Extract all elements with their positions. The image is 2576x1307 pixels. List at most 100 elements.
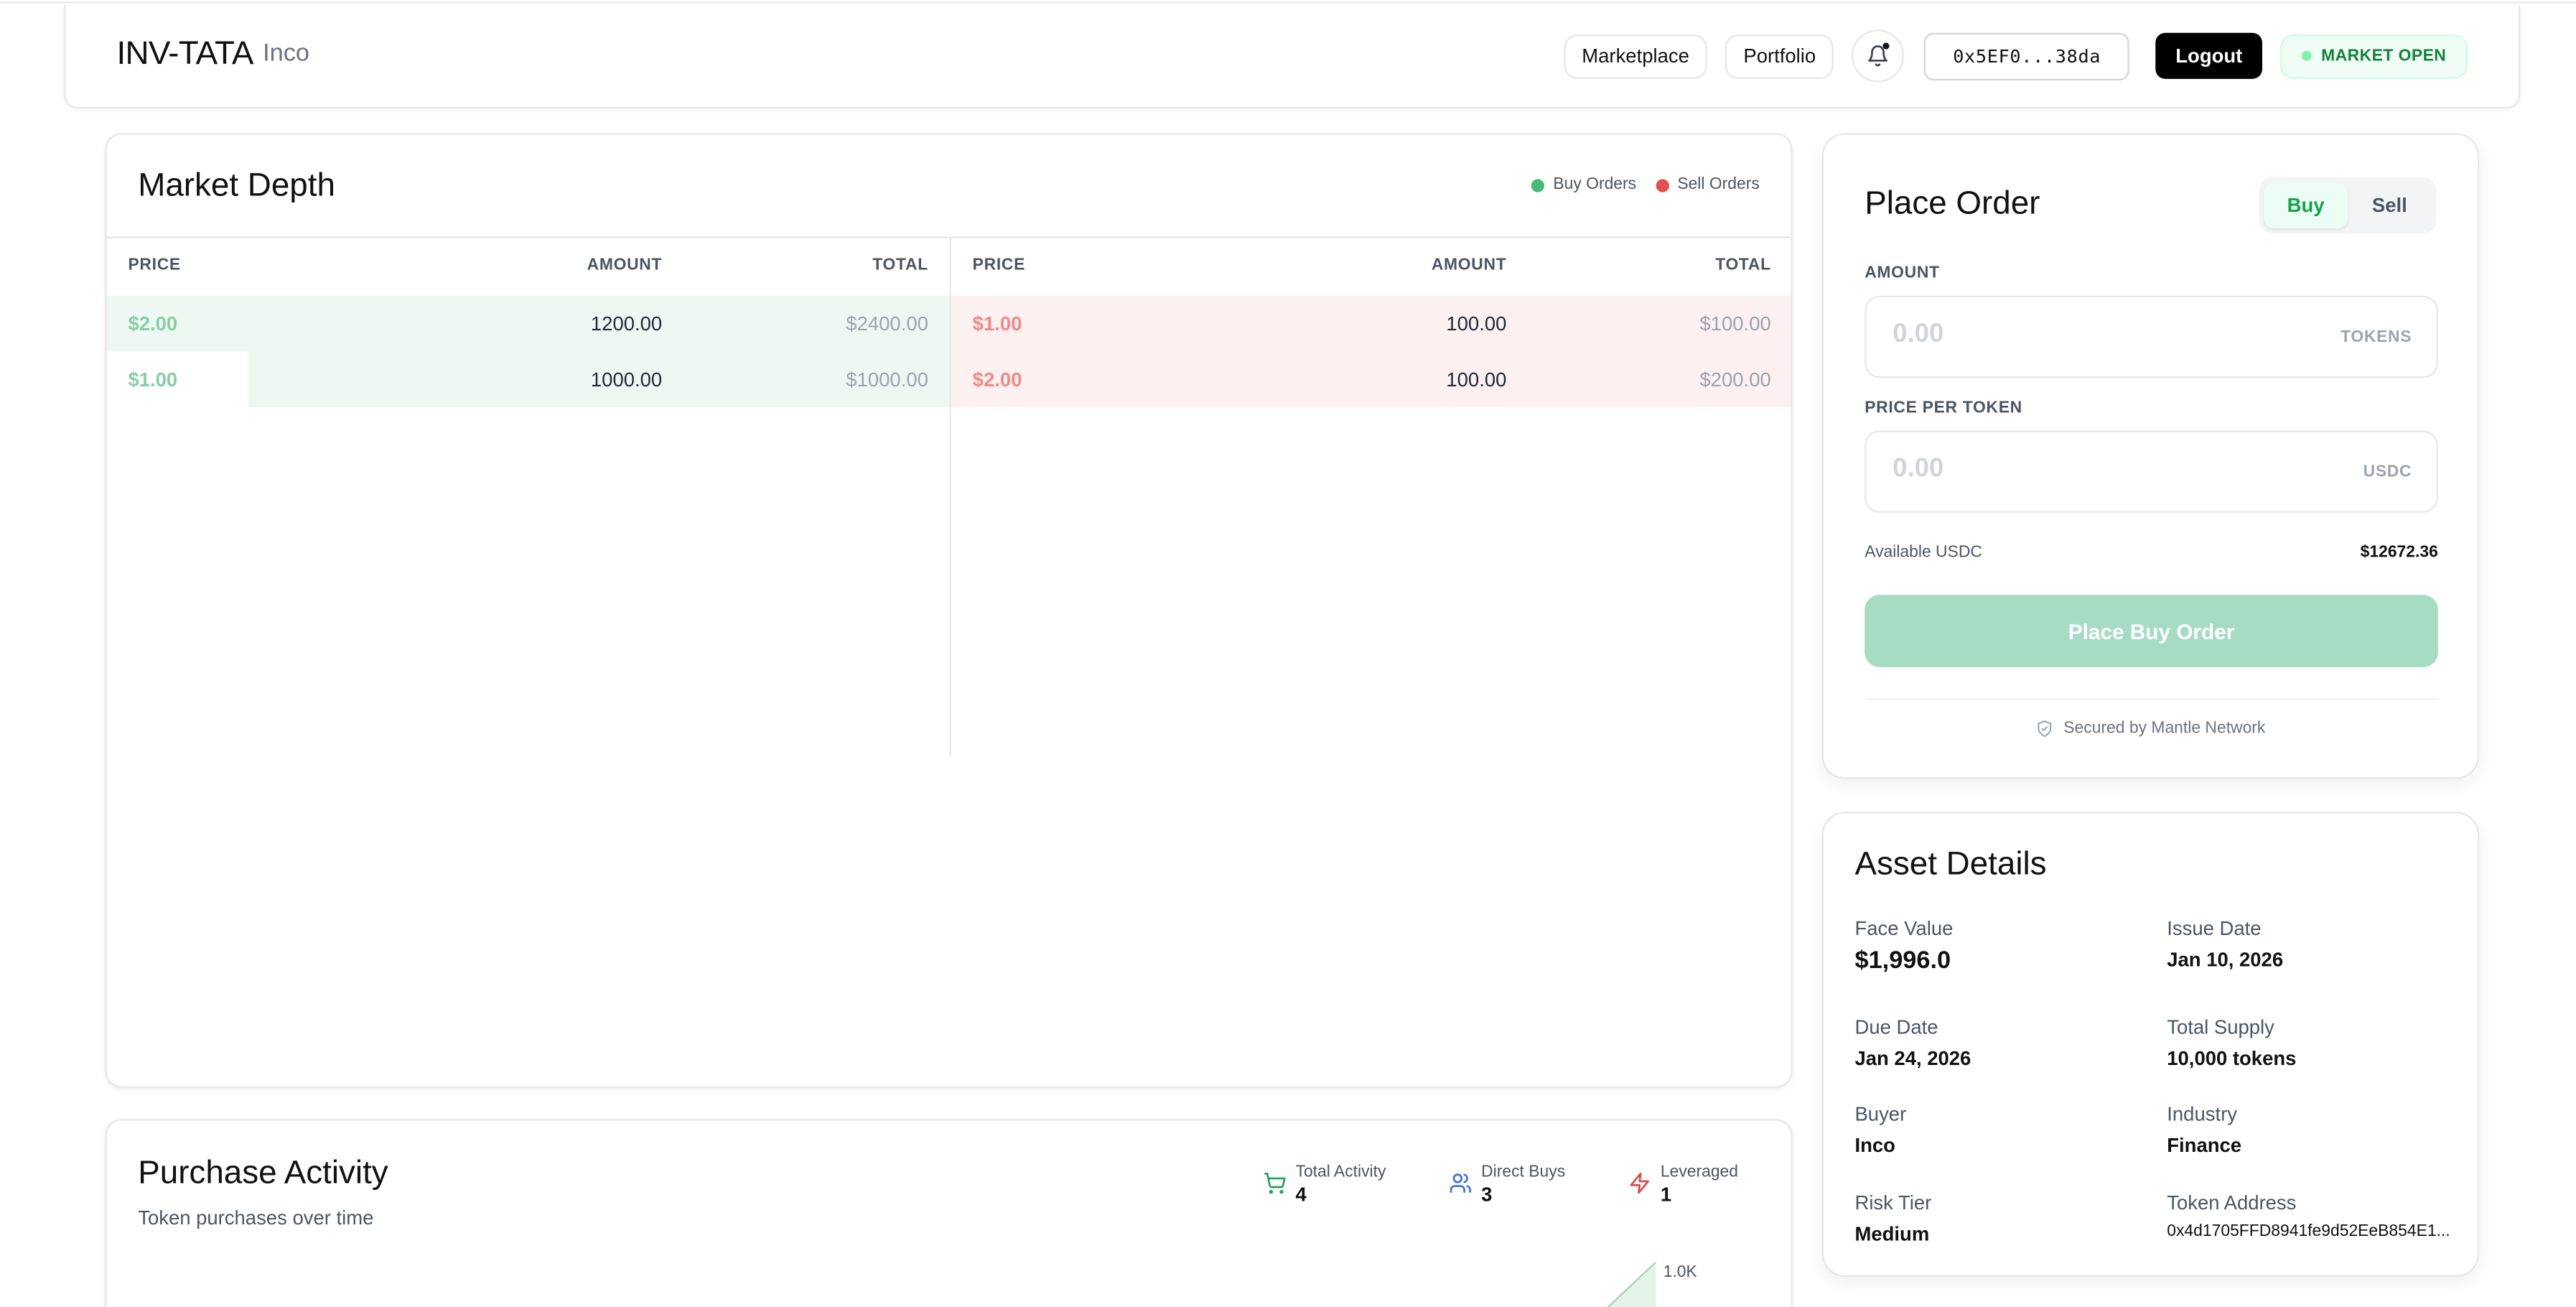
order-price: $2.00 bbox=[972, 368, 1022, 391]
token-address-value[interactable]: 0x4d1705FFD8941fe9d52EeB854E1... bbox=[2167, 1222, 2450, 1241]
order-price: $2.00 bbox=[128, 312, 178, 335]
field-value: Finance bbox=[2167, 1133, 2242, 1157]
security-note: Secured by Mantle Network bbox=[1824, 720, 2478, 738]
stat-leveraged: Leveraged 1 bbox=[1628, 1163, 1738, 1206]
marketplace-link[interactable]: Marketplace bbox=[1564, 33, 1708, 78]
stat-total-activity: Total Activity 4 bbox=[1263, 1163, 1386, 1206]
order-price: $1.00 bbox=[972, 312, 1022, 335]
col-price: PRICE bbox=[128, 256, 181, 275]
wallet-address[interactable]: 0x5EF0...38da bbox=[1924, 32, 2130, 80]
field-label: Risk Tier bbox=[1854, 1191, 1932, 1215]
col-amount: AMOUNT bbox=[587, 256, 663, 275]
buy-dot bbox=[1531, 178, 1545, 192]
market-status-text: MARKET OPEN bbox=[2321, 47, 2447, 65]
token-address-field: Token Address 0x4d1705FFD8941fe9d52EeB85… bbox=[2167, 1191, 2450, 1241]
total-supply-field: Total Supply 10,000 tokens bbox=[2167, 1015, 2296, 1070]
issue-date-field: Issue Date Jan 10, 2026 bbox=[2167, 917, 2283, 972]
field-label: Face Value bbox=[1854, 916, 1954, 940]
order-amount: 1200.00 bbox=[590, 312, 663, 335]
lightning-icon bbox=[1629, 1172, 1649, 1194]
users-icon bbox=[1449, 1173, 1471, 1193]
market-depth-card: Market Depth Buy Orders Sell Orders PRIC… bbox=[105, 133, 1793, 1088]
order-amount: 1000.00 bbox=[590, 368, 663, 391]
logout-button[interactable]: Logout bbox=[2155, 32, 2262, 79]
field-label: Buyer bbox=[1854, 1102, 1907, 1126]
field-value: $1,996.0 bbox=[1854, 946, 1951, 975]
col-total: TOTAL bbox=[872, 256, 928, 275]
top-border bbox=[0, 1, 2576, 4]
price-placeholder: 0.00 bbox=[1893, 455, 1944, 483]
market-status-badge: MARKET OPEN bbox=[2279, 33, 2468, 78]
face-value-field: Face Value $1,996.0 bbox=[1854, 917, 1953, 975]
asset-issuer: Inco bbox=[263, 39, 310, 68]
field-value: 10,000 tokens bbox=[2167, 1046, 2297, 1070]
depth-bar bbox=[951, 351, 1791, 408]
depth-bar bbox=[247, 351, 950, 408]
asset-details-card: Asset Details Face Value $1,996.0 Issue … bbox=[1821, 811, 2480, 1278]
industry-field: Industry Finance bbox=[2167, 1102, 2241, 1157]
price-field[interactable]: 0.00 USDC bbox=[1865, 430, 2438, 513]
sell-order-row[interactable]: $2.00 100.00 $200.00 bbox=[951, 351, 1791, 408]
asset-details-title: Asset Details bbox=[1854, 846, 2047, 883]
stat-value: 3 bbox=[1481, 1183, 1493, 1206]
field-value: Jan 10, 2026 bbox=[2167, 948, 2284, 972]
tab-buy[interactable]: Buy bbox=[2264, 182, 2348, 229]
amount-label: AMOUNT bbox=[1865, 264, 1940, 283]
place-order-title: Place Order bbox=[1865, 185, 2040, 222]
legend-buy-label: Buy Orders bbox=[1553, 175, 1637, 195]
shield-icon bbox=[2038, 720, 2052, 738]
due-date-field: Due Date Jan 24, 2026 bbox=[1854, 1015, 1971, 1070]
order-total: $2400.00 bbox=[846, 312, 928, 335]
buy-sell-toggle: Buy Sell bbox=[2259, 177, 2437, 233]
order-amount: 100.00 bbox=[1446, 312, 1507, 335]
field-label: Industry bbox=[2167, 1102, 2237, 1126]
market-depth-title: Market Depth bbox=[138, 167, 335, 204]
field-label: Due Date bbox=[1854, 1015, 1938, 1039]
buy-table-header: PRICE AMOUNT TOTAL bbox=[107, 238, 950, 296]
status-dot bbox=[2301, 50, 2312, 61]
order-total: $100.00 bbox=[1699, 312, 1771, 335]
order-total: $200.00 bbox=[1699, 368, 1771, 391]
cart-icon bbox=[1264, 1172, 1285, 1194]
purchase-activity-card: Purchase Activity Token purchases over t… bbox=[105, 1119, 1793, 1307]
legend-buy: Buy Orders bbox=[1531, 175, 1637, 195]
buyer-field: Buyer Inco bbox=[1854, 1102, 1906, 1157]
portfolio-link[interactable]: Portfolio bbox=[1725, 33, 1834, 78]
bell-icon bbox=[1868, 45, 1888, 67]
col-amount: AMOUNT bbox=[1431, 256, 1507, 275]
sell-dot bbox=[1656, 178, 1669, 192]
buy-orders-table: PRICE AMOUNT TOTAL $2.00 1200.00 $2400.0… bbox=[106, 238, 950, 756]
amount-placeholder: 0.00 bbox=[1893, 320, 1944, 349]
security-text: Secured by Mantle Network bbox=[2063, 720, 2266, 738]
amount-field[interactable]: 0.00 TOKENS bbox=[1865, 295, 2438, 378]
stat-value: 4 bbox=[1295, 1183, 1307, 1206]
field-label: Issue Date bbox=[2167, 916, 2262, 940]
col-total: TOTAL bbox=[1715, 256, 1771, 275]
price-unit: USDC bbox=[2363, 463, 2412, 482]
divider bbox=[1865, 698, 2438, 700]
field-value: Medium bbox=[1854, 1222, 1930, 1246]
stat-direct-buys: Direct Buys 3 bbox=[1448, 1163, 1565, 1206]
place-buy-order-button[interactable]: Place Buy Order bbox=[1865, 595, 2438, 668]
tab-sell[interactable]: Sell bbox=[2371, 194, 2407, 218]
available-balance: Available USDC $12672.36 bbox=[1865, 544, 2438, 562]
activity-chart-area bbox=[1607, 1262, 1656, 1307]
buy-order-row[interactable]: $2.00 1200.00 $2400.00 bbox=[106, 295, 950, 352]
order-total: $1000.00 bbox=[846, 368, 928, 391]
available-label: Available USDC bbox=[1865, 544, 1982, 562]
depth-bar bbox=[951, 295, 1791, 352]
notification-dot bbox=[1882, 42, 1890, 50]
notifications-button[interactable] bbox=[1852, 29, 1905, 83]
depth-bar bbox=[106, 295, 950, 352]
field-label: Total Supply bbox=[2167, 1015, 2274, 1039]
activity-stats: Total Activity 4 Direct Buys 3 Leverag bbox=[1263, 1163, 1738, 1206]
navbar-actions: Marketplace Portfolio 0x5EF0...38da Logo… bbox=[1564, 29, 2468, 83]
buy-order-row[interactable]: $1.00 1000.00 $1000.00 bbox=[107, 351, 950, 408]
stat-label: Leveraged bbox=[1660, 1163, 1739, 1182]
risk-tier-field: Risk Tier Medium bbox=[1854, 1191, 1931, 1246]
sell-order-row[interactable]: $1.00 100.00 $100.00 bbox=[951, 295, 1791, 352]
legend-sell: Sell Orders bbox=[1656, 176, 1760, 194]
field-value: Jan 24, 2026 bbox=[1854, 1046, 1971, 1070]
stat-value: 1 bbox=[1660, 1183, 1672, 1206]
